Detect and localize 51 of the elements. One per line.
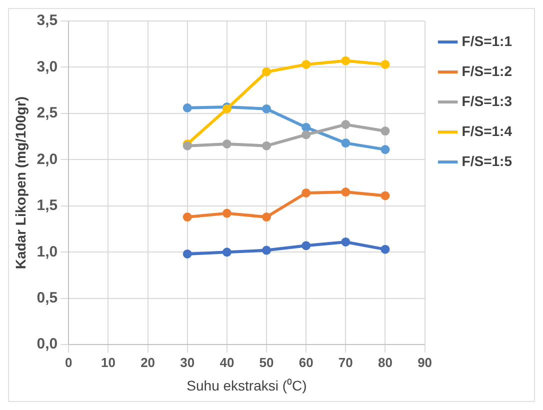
point: [302, 241, 311, 250]
point: [380, 126, 390, 136]
point: [262, 104, 272, 114]
point: [380, 191, 390, 200]
point: [380, 244, 390, 254]
point: [341, 237, 350, 246]
point: [302, 60, 311, 69]
legend-label: F/S=1:5: [462, 152, 512, 169]
x-tick-label: 60: [298, 354, 314, 370]
legend-label: F/S=1:1: [462, 32, 512, 49]
y-tick-label: 3,5: [36, 12, 58, 30]
y-tick-label: 3,0: [36, 58, 58, 76]
point: [380, 145, 390, 154]
y-tick-label: 0,5: [36, 290, 58, 307]
point: [341, 120, 350, 130]
point: [182, 103, 192, 112]
x-tick-label: 80: [378, 354, 392, 370]
point: [380, 60, 390, 69]
point: [222, 208, 232, 218]
point: [341, 56, 350, 66]
point: [302, 188, 311, 198]
x-axis-title: Suhu ekstraksi (⁰C): [186, 377, 307, 394]
x-tick-label: 30: [180, 354, 195, 370]
x-tick-label: 40: [220, 354, 234, 370]
point: [262, 212, 272, 222]
y-tick-label: 0,0: [36, 336, 58, 353]
y-tick-label: 1,5: [36, 197, 58, 214]
y-tick-label: 1,0: [36, 243, 58, 260]
legend-label: F/S=1:4: [462, 122, 512, 139]
x-tick-label: 20: [140, 354, 156, 370]
x-tick-label: 70: [338, 354, 353, 370]
point: [341, 138, 350, 148]
y-axis-title: Kadar Likopen (mg/100gr): [12, 96, 28, 270]
legend-label: F/S=1:3: [462, 92, 512, 109]
point: [302, 130, 311, 140]
point: [182, 249, 192, 258]
point: [222, 139, 232, 148]
x-tick-label: 0: [65, 354, 72, 370]
point: [182, 212, 192, 222]
point: [302, 122, 311, 132]
x-tick-label: 90: [418, 354, 432, 370]
point: [262, 246, 272, 255]
y-tick-label: 2,0: [36, 150, 58, 168]
y-tick-label: 2,5: [36, 104, 58, 122]
x-tick-label: 50: [259, 354, 274, 370]
x-tick-label: 10: [100, 354, 116, 370]
point: [262, 141, 272, 150]
point: [222, 248, 232, 257]
point: [262, 67, 272, 76]
point: [341, 188, 350, 197]
legend-label: F/S=1:2: [462, 62, 512, 79]
